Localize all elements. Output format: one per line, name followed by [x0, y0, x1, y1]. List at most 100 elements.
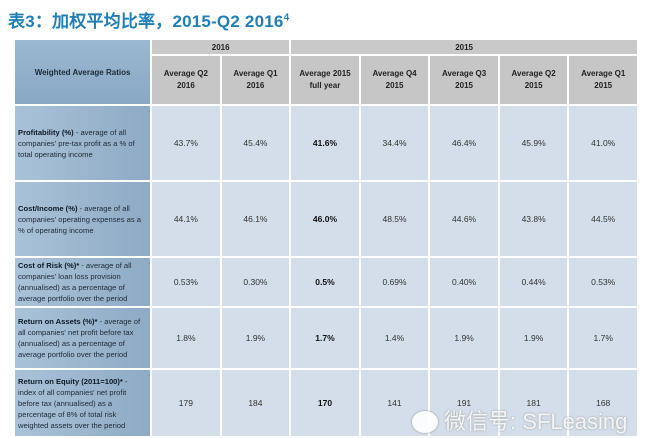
row-label: Cost of Risk (%)* - average of all compa… — [15, 258, 151, 306]
table-cell-value: 44.6% — [452, 214, 477, 224]
column-header-line1: Average Q2 — [511, 69, 556, 78]
table-cell-value: 1.8% — [176, 333, 196, 343]
row-metric-name: Return on Equity (2011=100)* — [18, 376, 123, 386]
table-cell: 44.1% — [152, 182, 220, 256]
table-row: Cost/Income (%) - average of all compani… — [15, 182, 637, 256]
table-cell: 184 — [221, 370, 290, 436]
row-label: Return on Equity (2011=100)* - index of … — [15, 370, 151, 436]
table-cell-value: 0.69% — [382, 277, 407, 287]
table-cell-value: 44.5% — [591, 214, 616, 224]
table-cell: 1.8% — [152, 308, 220, 368]
table-cell: 44.5% — [569, 182, 637, 256]
table-cell: 0.30% — [221, 258, 290, 306]
watermark: 微信号: SFLeasing — [412, 410, 627, 434]
table-cell: 170 — [291, 370, 359, 436]
table-cell: 0.44% — [499, 258, 568, 306]
row-metric-description: - average of all companies' net profit b… — [18, 317, 141, 359]
table-cell: 46.0% — [291, 182, 359, 256]
table-cell-value: 44.1% — [173, 214, 198, 224]
table-cell-value: 48.5% — [382, 214, 407, 224]
table-cell: 191 — [430, 370, 498, 436]
table-cell-value: 41.0% — [591, 138, 616, 148]
table-cell-value: 0.30% — [243, 277, 268, 287]
column-header-line1: Average Q4 — [372, 69, 417, 78]
column-header-line1: Average Q3 — [441, 69, 487, 78]
table-cell-value: 0.5% — [315, 277, 335, 287]
table-cell-value: 1.4% — [384, 333, 405, 343]
table-cell-value: 41.6% — [312, 138, 338, 148]
row-label: Cost/Income (%) - average of all compani… — [15, 182, 151, 256]
table-cell-value: 170 — [317, 398, 333, 408]
table-cell-value: 46.0% — [312, 214, 338, 224]
table-cell: 1.9% — [221, 308, 290, 368]
table-cell: 43.8% — [499, 182, 568, 256]
column-header: Average Q2 2016 — [152, 56, 220, 104]
column-header-line1: Average Q1 — [581, 69, 626, 78]
table-row: Return on Assets (%)* - average of all c… — [15, 308, 637, 368]
table-cell: 46.4% — [430, 106, 498, 180]
column-header: Average Q4 2015 — [360, 56, 429, 104]
title-footnote: 4 — [283, 12, 290, 24]
table-cell-value: 1.9% — [523, 333, 544, 343]
column-header-line2: 2016 — [246, 81, 265, 90]
table-cell-value: 141 — [387, 398, 402, 408]
table-cell-value: 43.7% — [173, 138, 198, 148]
table-cell: 0.53% — [152, 258, 220, 306]
table-cell-value: 43.8% — [521, 214, 546, 224]
table-cell-value: 1.9% — [454, 333, 474, 343]
table-cell: 46.1% — [221, 182, 290, 256]
wechat-icon — [412, 411, 438, 433]
table-cell: 44.6% — [430, 182, 498, 256]
column-header: Average 2015 full year — [291, 56, 359, 104]
table-cell: 45.4% — [221, 106, 290, 180]
table-cell: 179 — [152, 370, 220, 436]
column-header: Average Q2 2015 — [499, 56, 568, 104]
watermark-text: 微信号: SFLeasing — [444, 409, 628, 434]
table-cell: 0.5% — [291, 258, 359, 306]
column-header: Average Q1 2015 — [569, 56, 637, 104]
table-cell: 0.69% — [360, 258, 429, 306]
column-header-line1: Average Q1 — [233, 69, 278, 78]
table-cell: 41.6% — [291, 106, 359, 180]
table-cell-value: 0.53% — [173, 277, 198, 287]
table-cell-value: 168 — [596, 398, 611, 408]
table-cell: 1.9% — [430, 308, 498, 368]
table-cell: 34.4% — [360, 106, 429, 180]
table-cell-value: 45.9% — [521, 138, 546, 148]
column-header-line2: full year — [309, 81, 341, 90]
table-cell: 1.9% — [499, 308, 568, 368]
table-cell-value: 1.9% — [245, 333, 266, 343]
table-cell: 0.53% — [569, 258, 637, 306]
table-cell-value: 179 — [178, 398, 193, 408]
table-cell-value: 34.4% — [382, 138, 407, 148]
column-header-line2: 2015 — [385, 81, 404, 90]
group-header-2015: 2015 — [291, 40, 637, 54]
row-metric-description: - index of all companies' net profit bef… — [18, 376, 128, 430]
row-metric-description: - average of all companies' loan loss pr… — [18, 261, 132, 303]
ratios-table: Weighted Average Ratios 2016 2015 Averag… — [13, 38, 639, 438]
table-row: Cost of Risk (%)* - average of all compa… — [15, 258, 637, 306]
row-metric-name: Profitability (%) — [18, 127, 74, 137]
table-cell: 41.0% — [569, 106, 637, 180]
column-header-line2: 2015 — [594, 81, 613, 90]
row-label: Profitability (%) - average of all compa… — [15, 106, 151, 180]
table-cell: 0.40% — [430, 258, 498, 306]
table-cell-value: 45.4% — [243, 138, 268, 148]
column-header-line2: 2015 — [455, 81, 473, 90]
table-cell-value: 1.7% — [593, 333, 613, 343]
table-cell: 1.7% — [291, 308, 359, 368]
table-cell-value: 184 — [248, 398, 263, 408]
title-text: 表3：加权平均比率，2015-Q2 2016 — [8, 12, 284, 31]
table-cell-value: 191 — [456, 398, 472, 408]
table-row: Return on Equity (2011=100)* - index of … — [15, 370, 637, 436]
table-cell-value: 181 — [526, 398, 541, 408]
table-cell-value: 1.7% — [315, 333, 335, 343]
table-cell: 43.7% — [152, 106, 220, 180]
table-cell-value: 0.40% — [452, 277, 477, 287]
column-header-line1: Average 2015 — [299, 69, 351, 78]
table-row: Profitability (%) - average of all compa… — [15, 106, 637, 180]
table-cell: 1.7% — [569, 308, 637, 368]
column-header-line2: 2015 — [524, 81, 543, 90]
table-cell: 168 — [569, 370, 637, 436]
row-metric-description: - average of all companies' operating ex… — [18, 203, 142, 235]
